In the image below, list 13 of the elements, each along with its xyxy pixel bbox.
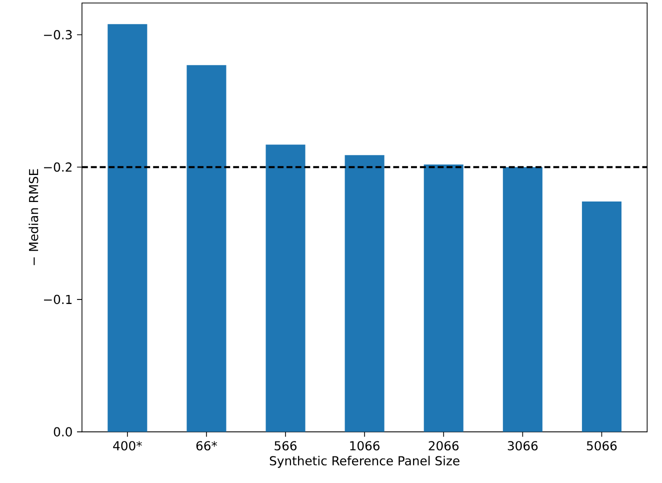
y-tick-label: −0.2 — [44, 162, 72, 172]
x-tick-label: 3066 — [508, 440, 538, 450]
x-tick-label: 2066 — [428, 440, 459, 450]
x-tick-label: 566 — [274, 440, 297, 450]
y-axis-title: − Median RMSE — [28, 169, 38, 265]
x-tick-label: 400* — [113, 440, 142, 450]
y-tick-label: 0.0 — [54, 427, 72, 436]
x-tick-label: 5066 — [586, 440, 617, 450]
y-tick-label: −0.1 — [44, 294, 72, 304]
y-tick-label: −0.3 — [44, 30, 72, 40]
x-tick-label: 66* — [196, 440, 218, 450]
x-tick-label: 1066 — [350, 440, 380, 450]
x-axis-title: Synthetic Reference Panel Size — [270, 456, 460, 468]
